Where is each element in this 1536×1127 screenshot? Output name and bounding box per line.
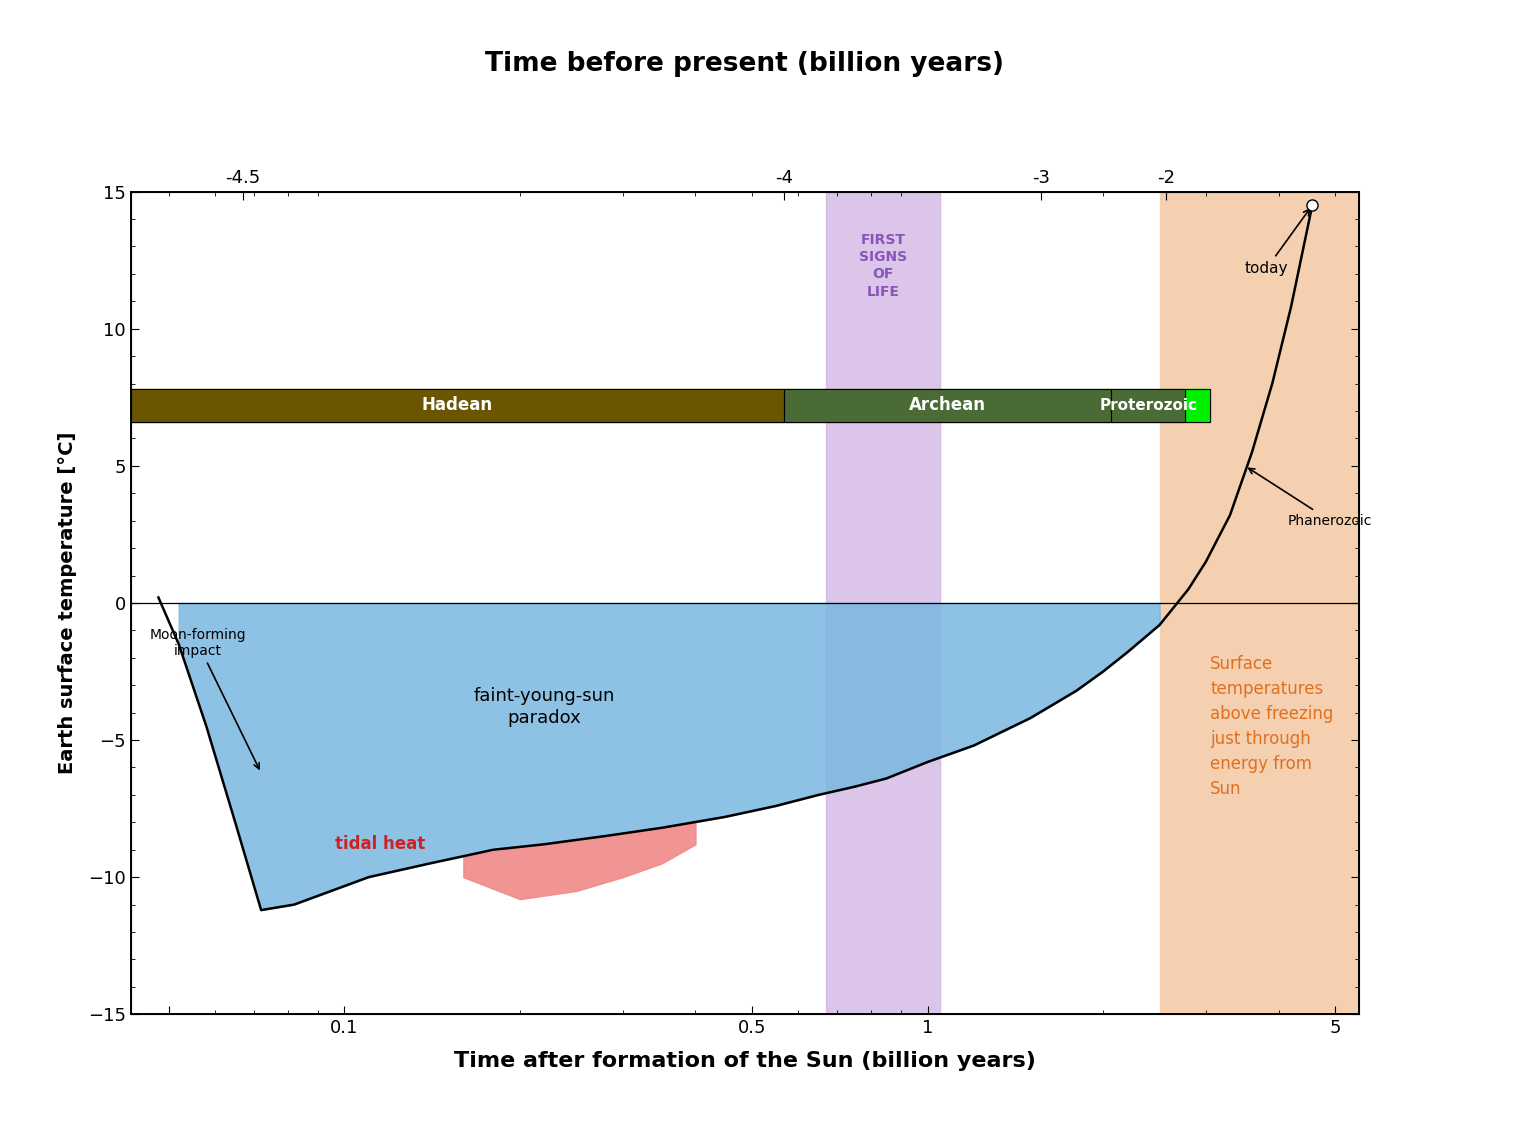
- Y-axis label: Earth surface temperature [°C]: Earth surface temperature [°C]: [57, 432, 77, 774]
- X-axis label: Time after formation of the Sun (billion years): Time after formation of the Sun (billion…: [455, 1051, 1035, 1071]
- Text: today: today: [1244, 210, 1310, 276]
- Text: Surface
temperatures
above freezing
just through
energy from
Sun: Surface temperatures above freezing just…: [1210, 655, 1333, 798]
- Bar: [1186, 389, 1210, 421]
- Text: FIRST
SIGNS
OF
LIFE: FIRST SIGNS OF LIFE: [859, 233, 908, 299]
- Text: Hadean: Hadean: [422, 397, 493, 415]
- Bar: [131, 389, 783, 421]
- Bar: [1160, 192, 1359, 1014]
- Bar: [1112, 389, 1186, 421]
- Text: tidal heat: tidal heat: [335, 835, 425, 853]
- Bar: [1186, 389, 1210, 421]
- Text: Moon-forming
impact: Moon-forming impact: [149, 628, 260, 769]
- Bar: [131, 389, 783, 421]
- Bar: [1112, 389, 1186, 421]
- Text: Archean: Archean: [909, 397, 986, 415]
- Bar: [826, 192, 940, 1014]
- Text: Proterozoic: Proterozoic: [1100, 398, 1198, 412]
- Text: faint-young-sun
paradox: faint-young-sun paradox: [473, 687, 614, 727]
- Text: Phanerozoic: Phanerozoic: [1249, 469, 1372, 527]
- Bar: [783, 389, 1112, 421]
- Bar: [783, 389, 1112, 421]
- Text: Time before present (billion years): Time before present (billion years): [485, 51, 1005, 77]
